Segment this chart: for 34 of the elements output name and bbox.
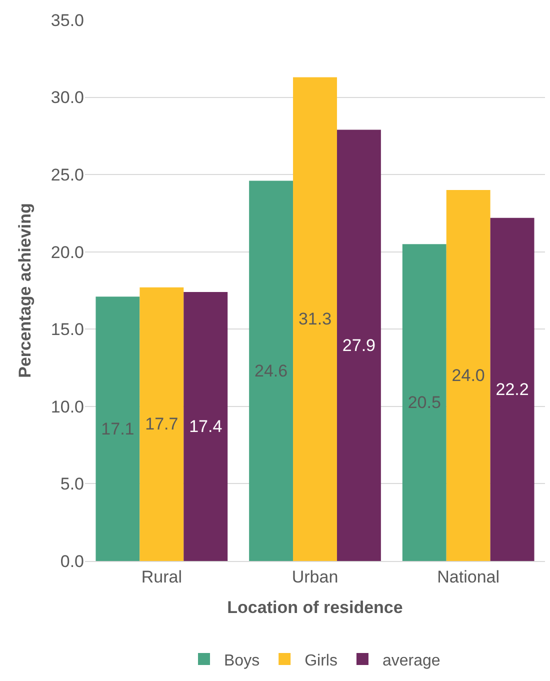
y-tick-label: 30.0 (50, 88, 84, 108)
data-label: 31.3 (298, 310, 332, 329)
data-label: 22.2 (496, 380, 529, 399)
bar (96, 296, 140, 561)
y-tick-label: 15.0 (50, 320, 84, 340)
bar (249, 180, 294, 561)
data-label: 17.1 (101, 419, 134, 438)
bar (402, 244, 446, 561)
bar (490, 218, 534, 561)
data-label: 27.9 (342, 336, 376, 355)
legend-label: average (382, 652, 440, 670)
data-label: 17.7 (145, 414, 178, 434)
data-label: 17.4 (189, 417, 222, 436)
x-tick-label: Rural (141, 567, 182, 586)
bar (336, 130, 381, 561)
bar (446, 190, 490, 561)
y-tick-label: 5.0 (60, 474, 84, 494)
x-axis-title: Location of residence (227, 598, 403, 617)
data-label: 20.5 (408, 393, 441, 412)
y-tick-label: 0.0 (60, 552, 84, 571)
legend-label: Girls (304, 652, 338, 670)
y-axis-title: Percentage achieving (15, 203, 34, 378)
legend-label: Boys (224, 652, 260, 670)
x-tick-label: Urban (292, 567, 338, 586)
y-tick-label: 20.0 (50, 242, 84, 262)
bar (184, 292, 228, 561)
bar (293, 77, 337, 561)
data-label: 24.6 (254, 361, 288, 380)
bar (140, 287, 184, 561)
y-tick-label: 35.0 (50, 10, 84, 30)
y-tick-label: 10.0 (50, 397, 84, 416)
x-tick-label: National (437, 567, 500, 586)
data-label: 24.0 (452, 366, 485, 386)
y-tick-label: 25.0 (50, 166, 84, 185)
